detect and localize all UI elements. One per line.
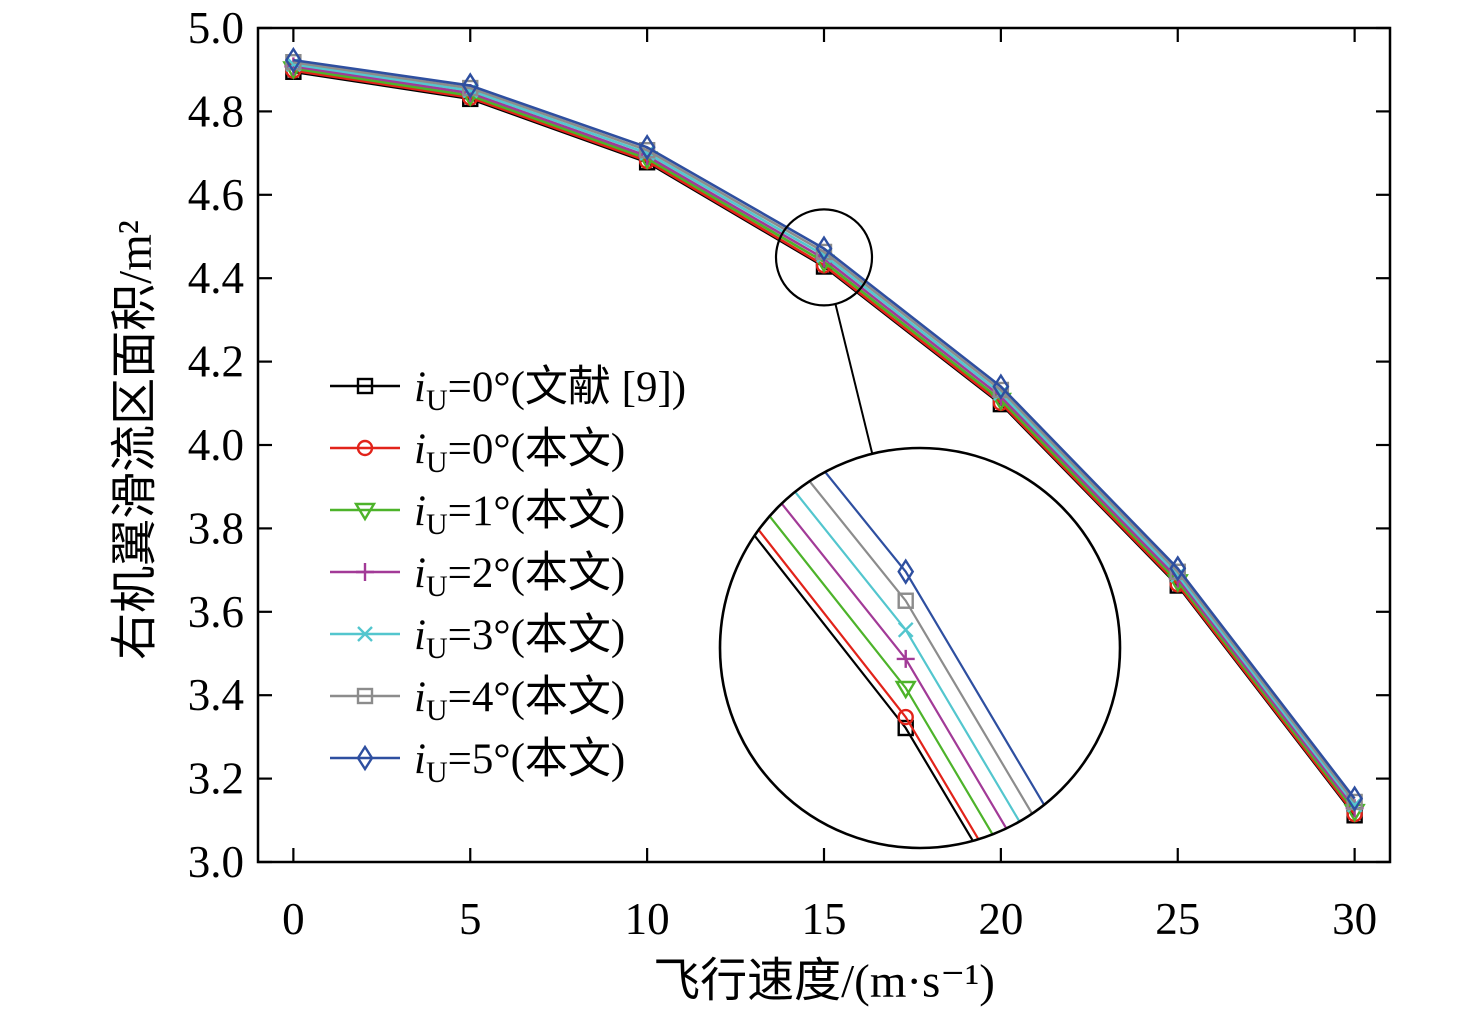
marker-diamond <box>992 373 1010 400</box>
y-tick-label: 4.6 <box>188 170 244 220</box>
legend-item: iU=4°(本文) <box>330 673 625 727</box>
legend-label: iU=3°(本文) <box>414 611 625 665</box>
inset-marker <box>897 592 914 609</box>
inset-marker <box>897 558 915 585</box>
marker-diamond <box>815 235 833 262</box>
marker-diamond <box>1169 555 1187 582</box>
legend-label: iU=4°(本文) <box>414 673 625 727</box>
marker-diamond <box>1346 785 1364 812</box>
x-tick-label: 10 <box>625 894 670 944</box>
y-tick-label: 4.0 <box>188 420 244 470</box>
x-tick-label: 5 <box>459 894 482 944</box>
series-marker <box>815 235 833 262</box>
legend-label: iU=0°(本文) <box>414 425 625 479</box>
marker-square <box>356 687 374 705</box>
legend-item: iU=0°(本文) <box>330 425 625 479</box>
series-marker <box>1169 555 1187 582</box>
marker-triangle-down <box>353 502 377 522</box>
legend-marker <box>353 502 377 522</box>
y-tick-label: 4.2 <box>188 337 244 387</box>
y-tick-label: 3.8 <box>188 503 244 553</box>
x-tick-label: 25 <box>1155 894 1200 944</box>
marker-x <box>357 626 373 642</box>
marker-x <box>897 621 914 638</box>
y-tick-label: 4.4 <box>188 253 244 303</box>
series-line <box>293 58 1356 800</box>
zoom-connector-line <box>834 303 874 455</box>
series-line <box>293 60 1356 803</box>
series-marker <box>1346 785 1364 812</box>
y-tick-label: 3.4 <box>188 670 244 720</box>
legend-item: iU=3°(本文) <box>330 611 625 665</box>
series-marker <box>992 373 1010 400</box>
legend-marker <box>356 744 374 772</box>
series-marker <box>638 134 656 161</box>
y-tick-label: 5.0 <box>188 3 244 53</box>
x-tick-label: 15 <box>802 894 847 944</box>
legend-label: iU=1°(本文) <box>414 487 625 541</box>
series-marker <box>461 72 479 99</box>
inset-circle <box>718 446 1122 850</box>
y-axis-label: 右机翼滑流区面积/m² <box>109 220 162 660</box>
x-tick-label: 0 <box>282 894 305 944</box>
legend-item: iU=5°(本文) <box>330 735 625 789</box>
legend-marker <box>356 687 374 705</box>
legend-label: iU=5°(本文) <box>414 735 625 789</box>
inset-background <box>720 448 1120 848</box>
inset-marker <box>897 708 914 726</box>
y-tick-label: 3.6 <box>188 587 244 637</box>
marker-circle <box>356 439 374 457</box>
legend-label: iU=2°(本文) <box>414 549 625 603</box>
marker-diamond <box>638 134 656 161</box>
y-tick-label: 4.8 <box>188 86 244 136</box>
legend-marker <box>356 563 374 581</box>
marker-diamond <box>356 744 374 772</box>
legend-marker <box>356 377 374 395</box>
series-6 <box>284 46 1364 812</box>
x-tick-label: 30 <box>1332 894 1377 944</box>
legend: iU=0°(文献 [9]) iU=0°(本文) iU=1°(本文) iU=2°(本文)… <box>330 363 686 789</box>
legend-item: iU=2°(本文) <box>330 549 625 603</box>
marker-plus <box>896 649 915 668</box>
inset-marker <box>894 680 917 700</box>
marker-diamond <box>897 558 915 585</box>
marker-diamond <box>461 72 479 99</box>
inset-marker <box>897 621 914 638</box>
y-tick-label: 3.2 <box>188 754 244 804</box>
zoom-source-circle <box>774 208 874 307</box>
legend-marker <box>356 439 374 457</box>
marker-plus <box>356 563 374 581</box>
y-tick-label: 3.0 <box>188 837 244 887</box>
x-tick-label: 20 <box>978 894 1023 944</box>
series-marker <box>284 46 302 74</box>
legend-label: iU=0°(文献 [9]) <box>414 363 686 417</box>
legend-item: iU=0°(文献 [9]) <box>330 363 686 417</box>
marker-circle <box>897 708 914 726</box>
x-axis-label: 飞行速度/(m·s⁻¹) <box>653 955 995 1008</box>
inset-marker <box>896 649 915 668</box>
legend-marker <box>357 626 373 642</box>
legend-item: iU=1°(本文) <box>330 487 625 541</box>
marker-diamond <box>284 46 302 74</box>
marker-square <box>356 377 374 395</box>
marker-square <box>897 592 914 609</box>
marker-triangle-down <box>894 680 917 700</box>
